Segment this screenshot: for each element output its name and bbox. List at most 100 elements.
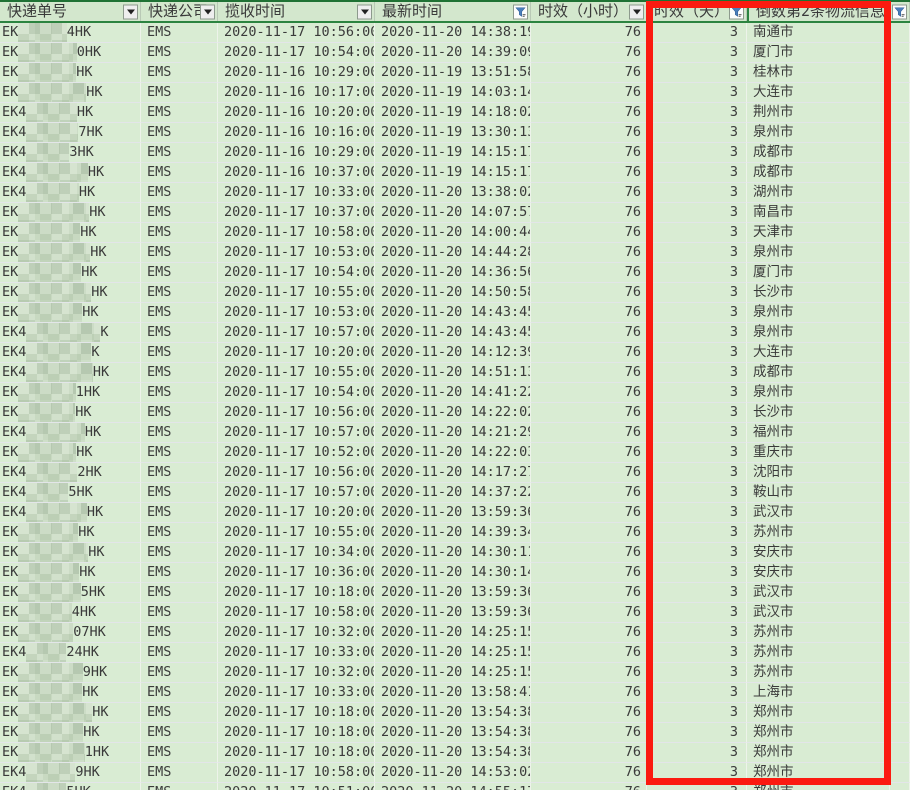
empty-cell[interactable] — [890, 763, 910, 783]
pickup-time-cell[interactable]: 2020-11-17 10:32:00 — [218, 623, 375, 643]
courier-cell[interactable]: EMS — [141, 123, 218, 143]
hours-cell[interactable]: 76 — [531, 43, 647, 63]
empty-cell[interactable] — [890, 583, 910, 603]
days-cell[interactable]: 3 — [647, 683, 747, 703]
days-cell[interactable]: 3 — [647, 523, 747, 543]
city-cell[interactable]: 成都市 — [747, 163, 890, 183]
latest-time-cell[interactable]: 2020-11-20 13:59:36 — [375, 603, 531, 623]
courier-cell[interactable]: EMS — [141, 143, 218, 163]
hours-cell[interactable]: 76 — [531, 163, 647, 183]
days-cell[interactable]: 3 — [647, 423, 747, 443]
days-cell[interactable]: 3 — [647, 303, 747, 323]
pickup-time-cell[interactable]: 2020-11-17 10:56:00 — [218, 463, 375, 483]
city-cell[interactable]: 长沙市 — [747, 283, 890, 303]
latest-time-cell[interactable]: 2020-11-20 13:54:38 — [375, 723, 531, 743]
latest-time-cell[interactable]: 2020-11-19 13:51:58 — [375, 63, 531, 83]
courier-cell[interactable]: EMS — [141, 643, 218, 663]
empty-cell[interactable] — [890, 663, 910, 683]
tracking-cell[interactable]: EK HK — [0, 443, 141, 463]
hours-cell[interactable]: 76 — [531, 703, 647, 723]
pickup-time-cell[interactable]: 2020-11-17 10:18:00 — [218, 723, 375, 743]
pickup-time-cell[interactable]: 2020-11-17 10:55:00 — [218, 283, 375, 303]
tracking-cell[interactable]: EK4 HK — [0, 163, 141, 183]
hours-cell[interactable]: 76 — [531, 643, 647, 663]
city-cell[interactable]: 成都市 — [747, 363, 890, 383]
hours-cell[interactable]: 76 — [531, 23, 647, 43]
pickup-time-cell[interactable]: 2020-11-16 10:17:00 — [218, 83, 375, 103]
courier-cell[interactable]: EMS — [141, 503, 218, 523]
latest-time-cell[interactable]: 2020-11-20 14:25:15 — [375, 623, 531, 643]
tracking-cell[interactable]: EK4 2HK — [0, 463, 141, 483]
tracking-cell[interactable]: EK HK — [0, 83, 141, 103]
courier-cell[interactable]: EMS — [141, 163, 218, 183]
pickup-time-cell[interactable]: 2020-11-17 10:58:00 — [218, 223, 375, 243]
city-cell[interactable]: 郑州市 — [747, 783, 890, 790]
column-header-8[interactable] — [890, 2, 910, 21]
pickup-time-cell[interactable]: 2020-11-17 10:57:00 — [218, 323, 375, 343]
pickup-time-cell[interactable]: 2020-11-17 10:54:00 — [218, 43, 375, 63]
days-cell[interactable]: 3 — [647, 123, 747, 143]
tracking-cell[interactable]: EK 9HK — [0, 663, 141, 683]
days-cell[interactable]: 3 — [647, 623, 747, 643]
pickup-time-cell[interactable]: 2020-11-17 10:55:00 — [218, 523, 375, 543]
city-cell[interactable]: 郑州市 — [747, 703, 890, 723]
hours-cell[interactable]: 76 — [531, 423, 647, 443]
latest-time-cell[interactable]: 2020-11-20 14:43:45 — [375, 303, 531, 323]
city-cell[interactable]: 福州市 — [747, 423, 890, 443]
pickup-time-cell[interactable]: 2020-11-17 10:37:00 — [218, 203, 375, 223]
latest-time-cell[interactable]: 2020-11-20 14:22:03 — [375, 443, 531, 463]
city-cell[interactable]: 湖州市 — [747, 183, 890, 203]
latest-time-cell[interactable]: 2020-11-20 13:59:36 — [375, 583, 531, 603]
pickup-time-cell[interactable]: 2020-11-17 10:53:00 — [218, 243, 375, 263]
empty-cell[interactable] — [890, 643, 910, 663]
days-cell[interactable]: 3 — [647, 503, 747, 523]
empty-cell[interactable] — [890, 463, 910, 483]
dropdown-arrow-icon[interactable] — [629, 4, 644, 19]
latest-time-cell[interactable]: 2020-11-19 14:15:17 — [375, 143, 531, 163]
funnel-icon[interactable] — [513, 4, 528, 19]
days-cell[interactable]: 3 — [647, 783, 747, 790]
hours-cell[interactable]: 76 — [531, 623, 647, 643]
city-cell[interactable]: 大连市 — [747, 343, 890, 363]
hours-cell[interactable]: 76 — [531, 403, 647, 423]
courier-cell[interactable]: EMS — [141, 743, 218, 763]
courier-cell[interactable]: EMS — [141, 563, 218, 583]
tracking-cell[interactable]: EK 0HK — [0, 43, 141, 63]
pickup-time-cell[interactable]: 2020-11-17 10:54:00 — [218, 263, 375, 283]
city-cell[interactable]: 上海市 — [747, 683, 890, 703]
days-cell[interactable]: 3 — [647, 543, 747, 563]
pickup-time-cell[interactable]: 2020-11-17 10:55:00 — [218, 363, 375, 383]
hours-cell[interactable]: 76 — [531, 603, 647, 623]
days-cell[interactable]: 3 — [647, 443, 747, 463]
city-cell[interactable]: 鞍山市 — [747, 483, 890, 503]
hours-cell[interactable]: 76 — [531, 223, 647, 243]
latest-time-cell[interactable]: 2020-11-20 14:30:14 — [375, 563, 531, 583]
courier-cell[interactable]: EMS — [141, 523, 218, 543]
city-cell[interactable]: 沈阳市 — [747, 463, 890, 483]
pickup-time-cell[interactable]: 2020-11-17 10:33:00 — [218, 643, 375, 663]
courier-cell[interactable]: EMS — [141, 283, 218, 303]
latest-time-cell[interactable]: 2020-11-20 14:30:11 — [375, 543, 531, 563]
hours-cell[interactable]: 76 — [531, 143, 647, 163]
pickup-time-cell[interactable]: 2020-11-17 10:32:00 — [218, 663, 375, 683]
city-cell[interactable]: 桂林市 — [747, 63, 890, 83]
days-cell[interactable]: 3 — [647, 83, 747, 103]
courier-cell[interactable]: EMS — [141, 583, 218, 603]
tracking-cell[interactable]: EK HK — [0, 223, 141, 243]
city-cell[interactable]: 郑州市 — [747, 723, 890, 743]
tracking-cell[interactable]: EK4 K — [0, 343, 141, 363]
empty-cell[interactable] — [890, 103, 910, 123]
empty-cell[interactable] — [890, 543, 910, 563]
latest-time-cell[interactable]: 2020-11-20 14:53:02 — [375, 763, 531, 783]
days-cell[interactable]: 3 — [647, 63, 747, 83]
empty-cell[interactable] — [890, 603, 910, 623]
column-header-3[interactable]: 揽收时间 — [218, 2, 375, 21]
city-cell[interactable]: 成都市 — [747, 143, 890, 163]
tracking-cell[interactable]: EK HK — [0, 703, 141, 723]
latest-time-cell[interactable]: 2020-11-19 14:18:02 — [375, 103, 531, 123]
hours-cell[interactable]: 76 — [531, 183, 647, 203]
days-cell[interactable]: 3 — [647, 743, 747, 763]
empty-cell[interactable] — [890, 43, 910, 63]
pickup-time-cell[interactable]: 2020-11-17 10:20:00 — [218, 343, 375, 363]
city-cell[interactable]: 泉州市 — [747, 123, 890, 143]
